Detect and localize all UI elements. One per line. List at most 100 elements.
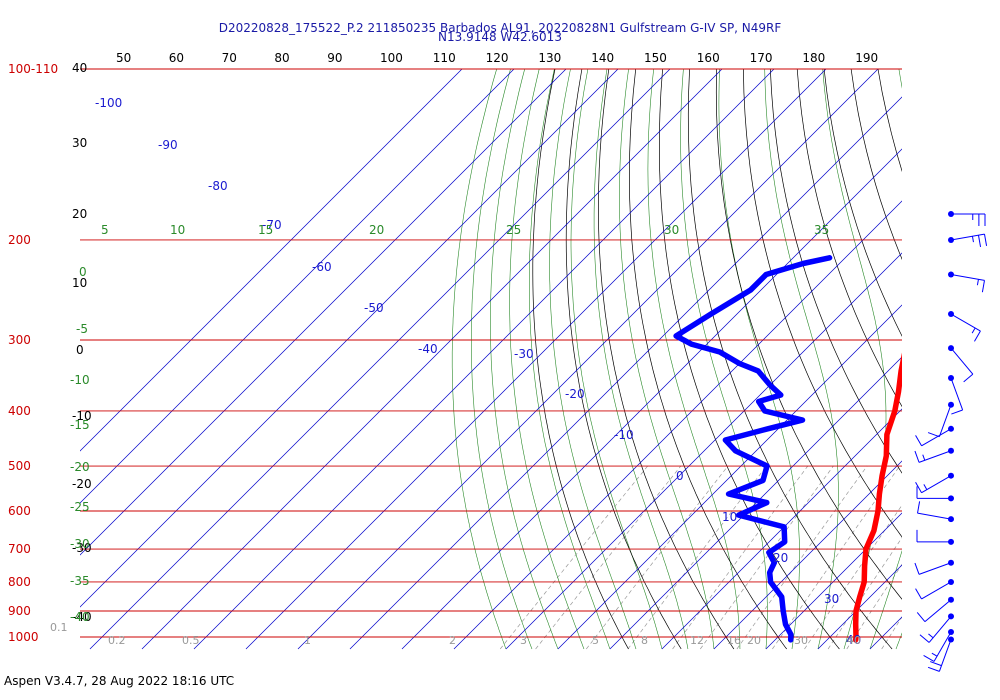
top-tick-label: 170: [750, 51, 773, 65]
isotherm-label: -60: [312, 260, 332, 274]
moist-adiabat-label: -5: [76, 322, 88, 336]
dry-adiabat-line: [687, 68, 893, 650]
isotherm-line: [80, 68, 515, 504]
moist-adiabat-label: 15: [258, 223, 273, 237]
moist-adiabat-label: -10: [70, 373, 90, 387]
mixing-ratio-label: 1: [304, 634, 311, 647]
wind-barb-flag: [974, 330, 981, 342]
moist-adiabat-label: 30: [664, 223, 679, 237]
wind-barb-staff: [924, 599, 952, 623]
pressure-tick-label: 800: [8, 575, 31, 589]
mixing-ratio-label: 40: [847, 634, 861, 647]
mixing-ratio-label: 30: [794, 634, 808, 647]
top-tick-label: 140: [591, 51, 614, 65]
top-tick-label: 90: [327, 51, 342, 65]
moist-adiabat-line: [509, 68, 585, 650]
wind-barb: [948, 271, 985, 293]
wind-barb: [914, 447, 954, 463]
wind-barb: [948, 233, 988, 248]
moist-adiabat-label: -30: [70, 537, 90, 551]
isotherms: [80, 68, 902, 650]
wind-barb-flag: [916, 612, 926, 622]
isotherm-line: [89, 68, 671, 650]
wind-barb: [948, 210, 986, 226]
top-tick-label: 100: [380, 51, 403, 65]
dry-adiabat-line: [769, 68, 902, 474]
moist-adiabats: [451, 68, 1000, 650]
mixing-ratio-line: [700, 465, 834, 650]
top-tick-label: 190: [855, 51, 878, 65]
chart-subtitle: N13.9148 W42.6013: [438, 30, 562, 44]
chart-title: D20220828_175522_P.2 211850235 Barbados …: [218, 21, 782, 35]
mixing-ratio-label: 5: [592, 634, 599, 647]
moist-adiabat-label: 5: [101, 223, 109, 237]
isotherm-line: [193, 68, 775, 650]
pressure-tick-label: 400: [8, 404, 31, 418]
dry-adiabat-label: -30: [72, 541, 92, 555]
wind-barb-flag: [923, 655, 935, 662]
mixing-ratio-line: [586, 465, 729, 650]
isotherm-label: -10: [614, 428, 634, 442]
dry-adiabat-line: [932, 69, 1000, 649]
moist-adiabat-label: -25: [70, 500, 90, 514]
top-tick-label: 60: [169, 51, 184, 65]
isotherm-label: 30: [824, 592, 839, 606]
dry-adiabat-line: [986, 69, 1000, 649]
footer-version: Aspen V3.4.7, 28 Aug 2022 18:16 UTC: [4, 674, 235, 688]
isotherm-label: 0: [676, 469, 684, 483]
wind-barb-staff: [950, 273, 985, 281]
wind-barb-flag: [915, 588, 922, 600]
pressure-tick-label: 1000: [8, 630, 39, 644]
moist-adiabat-label: 0: [79, 265, 87, 279]
top-tick-label: 50: [116, 51, 131, 65]
moist-adiabat-line: [647, 68, 741, 650]
pressure-tick-label: 500: [8, 459, 31, 473]
isotherm-line: [297, 68, 879, 650]
pressure-tick-label: 200: [8, 233, 31, 247]
wind-barb-flag: [983, 233, 988, 246]
isotherm-label: -20: [565, 387, 585, 401]
pressure-tick-label: 100-110: [8, 62, 58, 76]
wind-barb-staff: [950, 313, 981, 332]
mixing-ratio-label: 20: [747, 634, 761, 647]
isotherm-line: [609, 356, 902, 650]
wind-barb-staff: [938, 404, 952, 437]
mixing-ratio-line: [499, 465, 648, 650]
moist-adiabat-line: [922, 69, 1000, 649]
mixing-ratio-line: [804, 504, 902, 650]
wind-barb-flag: [971, 236, 974, 243]
mixing-ratio-line: [627, 465, 767, 650]
top-tick-label: 160: [697, 51, 720, 65]
wind-barb-flag: [931, 652, 938, 657]
mixing-ratio-line: [827, 537, 902, 650]
moist-adiabat-label: 20: [369, 223, 384, 237]
isotherm-line: [401, 148, 902, 650]
dry-adiabat-line: [877, 68, 902, 173]
moist-adiabat-line: [895, 632, 902, 650]
moist-adiabat-label: 10: [170, 223, 185, 237]
mixing-ratio-line: [672, 465, 809, 650]
moist-adiabat-label: 35: [814, 223, 829, 237]
mixing-ratio-label: 0.2: [108, 634, 126, 647]
top-tick-label: 120: [486, 51, 509, 65]
isotherm-label: 20: [773, 551, 788, 565]
dry-adiabat-line: [659, 68, 840, 650]
isotherm-line: [713, 460, 902, 650]
moist-adiabat-line: [549, 68, 637, 650]
dry-adiabat-line: [532, 68, 629, 650]
wind-barb: [927, 636, 954, 672]
mixing-ratio-label: 0.1: [50, 621, 68, 634]
wind-barb-flag: [919, 634, 930, 643]
wind-barb-flag: [928, 633, 934, 639]
pressure-tick-label: 600: [8, 504, 31, 518]
top-tick-label: 130: [538, 51, 561, 65]
wind-barb-flag: [927, 666, 940, 672]
wind-barb-staff: [921, 581, 952, 600]
profiles: [673, 255, 902, 643]
pressure-tick-label: 300: [8, 333, 31, 347]
isotherm-label: -100: [95, 96, 122, 110]
isotherm-line: [661, 408, 902, 650]
moist-adiabat-line: [718, 68, 800, 650]
isotherm-line: [141, 68, 723, 650]
